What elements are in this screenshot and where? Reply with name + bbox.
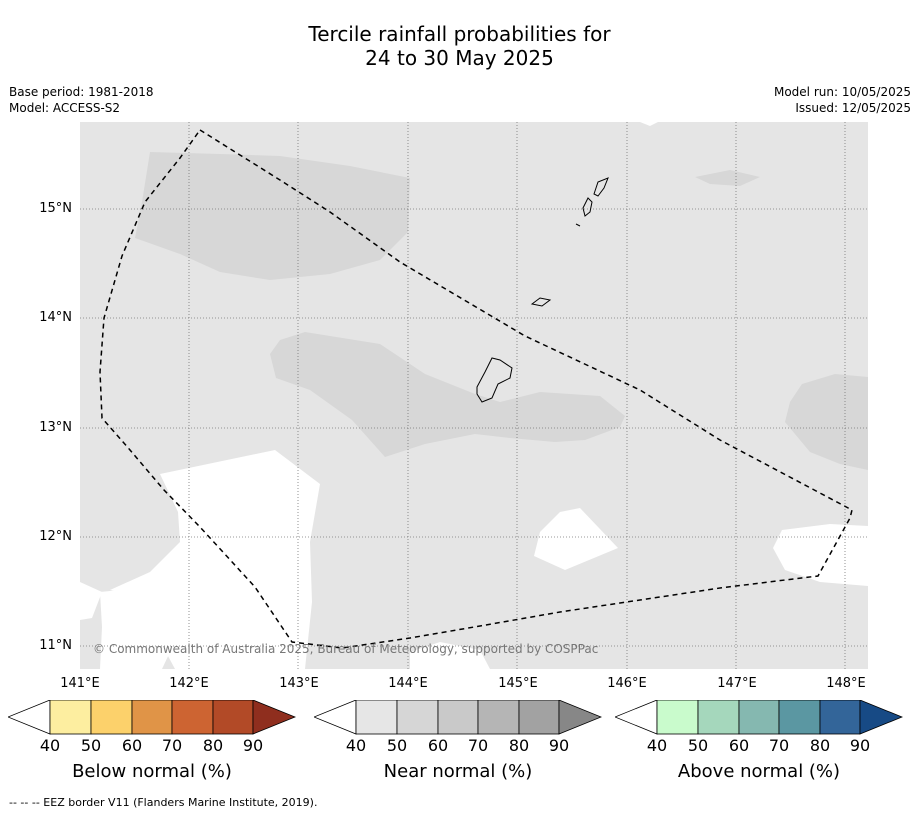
legend-above-normal: 40 50 60 70 80 90 Above normal (%) (615, 700, 903, 790)
colorbar-segment (252, 700, 296, 735)
colorbar-segment (778, 700, 821, 735)
legend-tick: 80 (809, 736, 831, 755)
legend-tick: 60 (427, 736, 449, 755)
no-dominant-region (110, 450, 320, 669)
no-dominant-region (640, 122, 658, 126)
rota-island (530, 297, 552, 307)
lon-label: 142°E (169, 676, 209, 691)
near-normal-50-region (270, 332, 625, 457)
lon-label: 145°E (498, 676, 538, 691)
legend-tick: 60 (121, 736, 143, 755)
eez-footnote: -- -- -- EEZ border V11 (Flanders Marine… (9, 796, 318, 809)
colorbar-above-normal (615, 700, 903, 735)
map-canvas (80, 122, 868, 669)
model-text: Model: ACCESS-S2 (9, 101, 121, 115)
legend-tick: 70 (768, 736, 790, 755)
model-info: Base period: 1981-2018 Model: ACCESS-S2 (9, 84, 154, 116)
colorbar-segment (396, 700, 439, 735)
copyright-notice: © Commonwealth of Australia 2025, Bureau… (93, 642, 599, 656)
colorbar-segment (738, 700, 780, 735)
lon-label: 144°E (388, 676, 428, 691)
eez-border (99, 128, 853, 649)
legend-tick: 90 (242, 736, 264, 755)
legend-tick: 40 (345, 736, 367, 755)
legend-tick: 90 (849, 736, 871, 755)
colorbar-segment (131, 700, 173, 735)
colorbar-segment (518, 700, 560, 735)
lon-label: 148°E (826, 676, 866, 691)
colorbar-segment (355, 700, 398, 735)
colorbar-near-normal (314, 700, 602, 735)
lon-label: 147°E (717, 676, 757, 691)
guam-island (476, 357, 513, 403)
colorbar-segment (314, 700, 357, 735)
legend-tick: 70 (467, 736, 489, 755)
legend-tick: 50 (80, 736, 102, 755)
legend-tick: 60 (728, 736, 750, 755)
no-dominant-region (80, 582, 102, 620)
colorbar-segment (656, 700, 699, 735)
legend-tick: 50 (687, 736, 709, 755)
colorbar-segment (49, 700, 92, 735)
issued-text: Issued: 12/05/2025 (795, 101, 911, 115)
graticule (80, 122, 868, 669)
no-dominant-region (410, 642, 490, 669)
legend-tick: 90 (548, 736, 570, 755)
lon-label: 146°E (607, 676, 647, 691)
legend-tick: 40 (39, 736, 61, 755)
lon-label: 141°E (60, 676, 100, 691)
legend-title: Below normal (%) (72, 761, 232, 782)
legend-near-normal: 40 50 60 70 80 90 Near normal (%) (314, 700, 602, 790)
lon-label: 143°E (279, 676, 319, 691)
legend-tick: 70 (161, 736, 183, 755)
title-line-2: 24 to 30 May 2025 (365, 46, 554, 70)
map-title: Tercile rainfall probabilities for 24 to… (0, 22, 919, 70)
saipan-island (593, 177, 609, 197)
colorbar-segment (615, 700, 658, 735)
near-normal-50-region (695, 170, 760, 186)
lat-label: 12°N (39, 529, 72, 544)
colorbar-segment (697, 700, 740, 735)
colorbar-segment (859, 700, 903, 735)
legend-tick: 80 (202, 736, 224, 755)
near-normal-50-region (785, 374, 868, 470)
title-line-1: Tercile rainfall probabilities for (308, 22, 611, 46)
colorbar-segment (477, 700, 520, 735)
colorbar-segment (437, 700, 479, 735)
colorbar-segment (819, 700, 861, 735)
base-period-text: Base period: 1981-2018 (9, 85, 154, 99)
colorbar-segment (171, 700, 214, 735)
colorbar-segment (8, 700, 51, 735)
model-run-text: Model run: 10/05/2025 (773, 85, 911, 99)
legend-tick: 50 (386, 736, 408, 755)
lat-label: 14°N (39, 310, 72, 325)
aguijan-island (575, 223, 581, 227)
legend-tick: 80 (508, 736, 530, 755)
probability-map (80, 122, 868, 669)
lat-label: 13°N (39, 420, 72, 435)
lat-label: 11°N (39, 638, 72, 653)
legend-title: Above normal (%) (677, 761, 841, 782)
colorbar-segment (90, 700, 133, 735)
islands (476, 177, 609, 403)
no-dominant-region (534, 508, 618, 570)
lat-label: 15°N (39, 201, 72, 216)
no-dominant-region (773, 524, 868, 586)
near-normal-50-region (135, 152, 410, 280)
legend-below-normal: 40 50 60 70 80 90 Below normal (%) (8, 700, 296, 790)
colorbar-segment (558, 700, 602, 735)
legend-tick: 40 (646, 736, 668, 755)
colorbar-segment (212, 700, 254, 735)
run-info: Model run: 10/05/2025 Issued: 12/05/2025 (774, 84, 911, 116)
legend-title: Near normal (%) (383, 761, 533, 782)
tinian-island (582, 197, 593, 217)
no-dominant-region (100, 590, 170, 669)
colorbar-below-normal (8, 700, 296, 735)
